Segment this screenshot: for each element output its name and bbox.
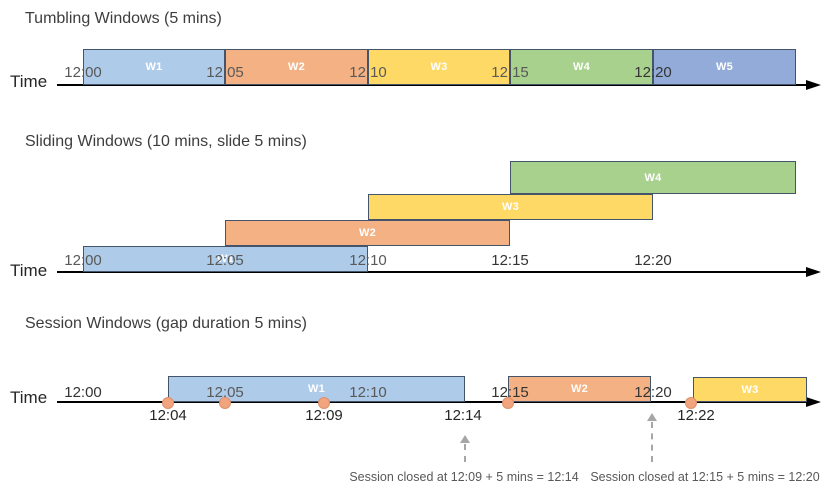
session-time-axis [57,401,810,403]
event-time-label: 12:22 [677,407,715,424]
session-tick: 12:10 [349,384,387,401]
annotation-arrow-icon [460,435,470,443]
tumbling-window-w2: W2 [225,49,368,85]
sliding-axis-arrowhead-icon [806,267,821,277]
annotation-arrow-icon [647,413,657,421]
session-tick: 12:15 [491,384,529,401]
window-label: W4 [572,61,591,73]
tumbling-axis-arrowhead-icon [806,80,821,90]
session-tick: 12:00 [64,384,102,401]
session-window-w2: W2 [508,376,651,402]
session-close-caption: Session closed at 12:15 + 5 mins = 12:20 [590,470,820,484]
sliding-time-axis [57,271,810,273]
event-dot [502,397,514,409]
session-close-caption: Session closed at 12:09 + 5 mins = 12:14 [349,470,579,484]
session-window-w3: W3 [693,377,807,402]
tumbling-window-w5: W5 [653,49,796,85]
annotation-arrow-line [464,444,466,462]
window-label: W2 [358,227,377,239]
session-time-axis-label: Time [10,388,48,407]
sliding-window-w1: W1 [83,246,368,272]
sliding-window-w4: W4 [510,161,796,194]
window-label: W1 [145,61,163,73]
sliding-tick: 12:20 [634,252,672,269]
window-label: W3 [430,61,448,73]
sliding-tick: 12:05 [206,252,244,269]
tumbling-title: Tumbling Windows (5 mins) [25,10,222,27]
session-title: Session Windows (gap duration 5 mins) [25,315,307,332]
session-tick: 12:05 [206,384,244,401]
tumbling-tick: 12:10 [349,64,387,81]
sliding-tick: 12:15 [491,252,529,269]
tumbling-tick: 12:05 [206,64,244,81]
window-label: W3 [501,201,520,213]
window-label: W5 [715,61,734,73]
event-time-label: 12:14 [444,407,482,424]
sliding-title: Sliding Windows (10 mins, slide 5 mins) [25,133,307,150]
event-dot [162,397,174,409]
session-axis-arrowhead-icon [806,397,821,407]
sliding-tick: 12:00 [64,252,102,269]
window-label: W2 [287,61,306,73]
tumbling-window-w4: W4 [510,49,653,85]
sliding-window-w3: W3 [368,194,653,220]
event-dot [318,397,330,409]
event-time-label: 12:09 [305,407,343,424]
tumbling-time-axis [57,84,810,86]
tumbling-tick: 12:20 [634,64,672,81]
sliding-time-axis-label: Time [10,261,48,280]
annotation-arrow-line [651,422,653,462]
sliding-tick: 12:10 [349,252,387,269]
window-label: W1 [307,383,326,395]
session-window-w1: W1 [168,376,465,402]
event-time-label: 12:04 [149,407,187,424]
sliding-window-w2: W2 [225,220,510,246]
tumbling-tick: 12:15 [491,64,529,81]
tumbling-window-w3: W3 [368,49,510,85]
tumbling-time-axis-label: Time [10,72,48,91]
event-dot [219,397,231,409]
window-label: W3 [741,383,759,396]
tumbling-window-w1: W1 [83,49,225,85]
window-label: W1 [216,253,235,265]
session-tick: 12:20 [634,384,672,401]
tumbling-tick: 12:00 [64,64,102,81]
window-label: W2 [570,383,589,395]
window-label: W4 [644,171,662,184]
event-dot [685,397,697,409]
